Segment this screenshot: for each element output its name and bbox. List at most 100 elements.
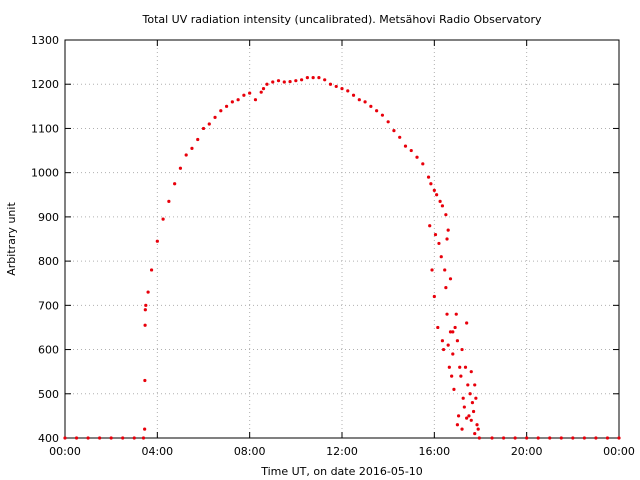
data-point	[428, 224, 432, 228]
data-point	[473, 431, 477, 436]
data-point	[454, 312, 458, 316]
data-point	[403, 144, 408, 148]
data-point	[465, 321, 469, 325]
data-point	[439, 255, 443, 259]
data-point	[265, 82, 269, 86]
data-point	[451, 352, 455, 356]
data-point	[455, 423, 460, 427]
y-tick-label: 700	[38, 299, 59, 312]
y-tick-label: 500	[38, 388, 59, 401]
data-point	[571, 436, 575, 440]
data-point	[477, 436, 481, 440]
data-point	[447, 365, 451, 369]
data-point	[617, 436, 621, 440]
data-point	[86, 436, 90, 440]
data-point	[446, 343, 450, 347]
data-point	[441, 347, 446, 352]
data-point	[605, 436, 610, 440]
data-point	[317, 75, 321, 80]
x-tick-label: 12:00	[326, 445, 358, 458]
data-point	[474, 396, 478, 400]
data-point	[184, 153, 188, 157]
data-point	[276, 79, 281, 83]
data-point	[261, 87, 266, 91]
x-tick-label: 20:00	[511, 445, 543, 458]
data-point	[594, 436, 598, 440]
data-point	[294, 79, 298, 83]
data-point	[476, 427, 480, 431]
data-point	[409, 148, 413, 153]
data-point	[426, 175, 431, 179]
data-point	[445, 312, 449, 316]
data-point	[463, 365, 468, 369]
data-point	[207, 122, 211, 126]
data-point	[444, 286, 448, 290]
data-point	[415, 155, 419, 159]
data-point	[190, 146, 194, 150]
data-point	[242, 93, 246, 97]
data-point	[459, 374, 463, 378]
data-point	[143, 323, 147, 327]
data-point	[469, 370, 473, 374]
x-tick-label: 08:00	[234, 445, 266, 458]
data-point	[351, 93, 356, 97]
data-point	[490, 436, 494, 440]
data-point	[443, 268, 447, 272]
y-axis: 400 500 600 700 800 900 1000 1100 1200 1300	[31, 34, 619, 445]
data-point	[450, 374, 454, 378]
data-point	[161, 217, 165, 221]
data-point	[460, 427, 464, 431]
data-point	[470, 401, 475, 405]
data-point	[196, 137, 200, 142]
y-tick-label: 1000	[31, 167, 59, 180]
data-point	[323, 78, 327, 82]
data-point	[201, 126, 206, 131]
data-point	[445, 237, 449, 241]
x-axis: 00:00 04:00 08:00 12:00 16:00 20:00 00:00	[49, 40, 635, 458]
plot-frame	[64, 39, 620, 439]
data-point	[436, 325, 440, 330]
data-point	[473, 383, 477, 387]
data-point	[305, 75, 309, 80]
data-point	[548, 436, 552, 440]
data-point	[167, 199, 171, 204]
data-point	[469, 418, 473, 422]
data-series	[63, 75, 621, 440]
data-point	[271, 80, 275, 84]
data-point	[357, 98, 361, 102]
y-tick-label: 400	[38, 432, 59, 445]
data-point	[448, 330, 453, 334]
data-point	[435, 193, 439, 197]
data-point	[230, 100, 234, 104]
y-tick-label: 800	[38, 255, 59, 268]
data-point	[386, 120, 390, 124]
y-tick-label: 1300	[31, 34, 59, 47]
data-point	[98, 436, 102, 440]
data-point	[109, 436, 113, 440]
data-point	[559, 436, 563, 440]
data-point	[224, 104, 229, 108]
data-point	[311, 75, 315, 80]
data-point	[458, 365, 462, 369]
x-tick-label: 00:00	[49, 445, 81, 458]
data-point	[144, 303, 148, 307]
data-point	[178, 166, 183, 170]
data-point	[380, 113, 384, 117]
data-point	[462, 405, 466, 409]
y-tick-label: 1100	[31, 122, 59, 135]
data-point	[63, 436, 67, 440]
data-point	[282, 80, 286, 84]
data-point	[451, 330, 455, 334]
data-point	[452, 387, 456, 391]
data-point	[369, 104, 373, 108]
data-point	[430, 268, 434, 272]
data-point	[448, 277, 453, 281]
data-point	[501, 436, 506, 440]
data-point	[74, 436, 79, 440]
data-point	[455, 339, 460, 343]
data-point	[513, 436, 517, 440]
data-point	[288, 79, 292, 84]
data-point	[446, 228, 450, 232]
y-tick-label: 900	[38, 211, 59, 224]
